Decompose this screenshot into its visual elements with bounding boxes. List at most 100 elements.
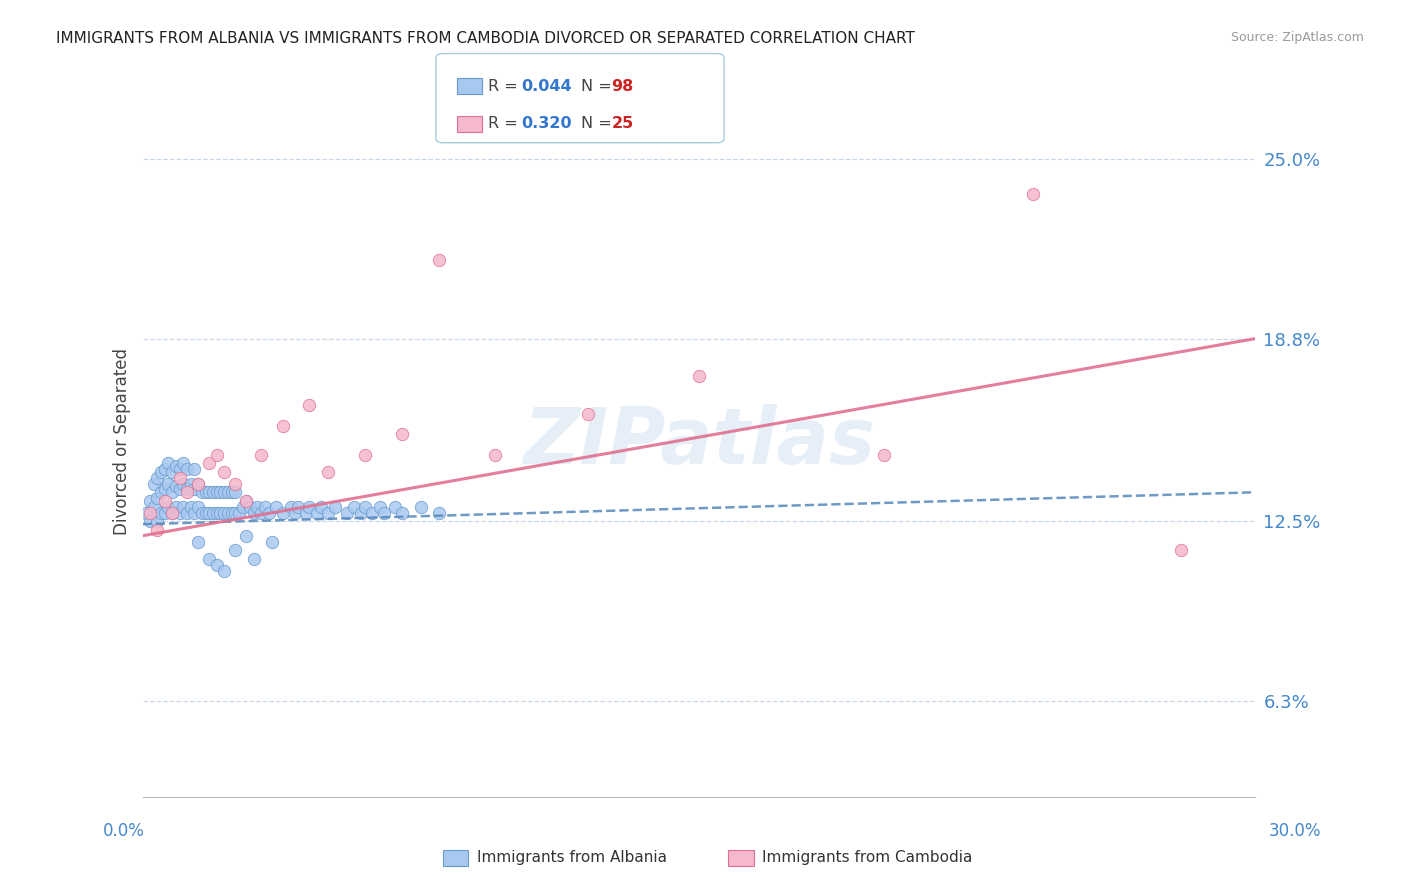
Point bbox=[183, 462, 205, 476]
Text: IMMIGRANTS FROM ALBANIA VS IMMIGRANTS FROM CAMBODIA DIVORCED OR SEPARATED CORREL: IMMIGRANTS FROM ALBANIA VS IMMIGRANTS FR… bbox=[56, 31, 915, 46]
Point bbox=[165, 479, 187, 493]
Point bbox=[228, 506, 250, 520]
Point bbox=[176, 483, 198, 497]
Point bbox=[146, 523, 169, 537]
Point bbox=[187, 534, 209, 549]
Point bbox=[484, 448, 506, 462]
Point bbox=[165, 500, 187, 514]
Point bbox=[198, 506, 221, 520]
Point bbox=[150, 506, 173, 520]
Point bbox=[153, 483, 176, 497]
Point bbox=[157, 456, 180, 470]
Point bbox=[873, 448, 896, 462]
Point bbox=[172, 456, 194, 470]
Point bbox=[217, 506, 239, 520]
Point bbox=[391, 506, 413, 520]
Point bbox=[273, 418, 295, 433]
Point bbox=[325, 500, 347, 514]
Point bbox=[135, 506, 157, 520]
Point bbox=[176, 462, 198, 476]
Point bbox=[1021, 186, 1043, 201]
Point bbox=[257, 506, 280, 520]
Point bbox=[172, 476, 194, 491]
Point bbox=[153, 494, 176, 508]
Point bbox=[212, 564, 235, 578]
Point bbox=[183, 483, 205, 497]
Point bbox=[235, 494, 257, 508]
Point bbox=[153, 462, 176, 476]
Text: Source: ZipAtlas.com: Source: ZipAtlas.com bbox=[1230, 31, 1364, 45]
Point bbox=[262, 534, 284, 549]
Y-axis label: Divorced or Separated: Divorced or Separated bbox=[114, 348, 131, 535]
Point bbox=[221, 485, 243, 500]
Point bbox=[180, 476, 202, 491]
Point bbox=[287, 500, 309, 514]
Point bbox=[409, 500, 432, 514]
Point bbox=[373, 506, 395, 520]
Point bbox=[284, 506, 307, 520]
Point bbox=[169, 471, 191, 485]
Point bbox=[217, 485, 239, 500]
Text: 30.0%: 30.0% bbox=[1270, 822, 1322, 840]
Point bbox=[246, 500, 269, 514]
Point bbox=[191, 485, 214, 500]
Point bbox=[221, 506, 243, 520]
Point bbox=[205, 506, 228, 520]
Point bbox=[232, 500, 254, 514]
Point bbox=[180, 500, 202, 514]
Point bbox=[157, 476, 180, 491]
Point bbox=[298, 500, 321, 514]
Point bbox=[165, 459, 187, 474]
Point bbox=[212, 485, 235, 500]
Point bbox=[335, 506, 357, 520]
Point bbox=[198, 456, 221, 470]
Point bbox=[146, 471, 169, 485]
Point bbox=[142, 500, 165, 514]
Point bbox=[183, 506, 205, 520]
Point bbox=[224, 485, 246, 500]
Text: 0.0%: 0.0% bbox=[103, 822, 145, 840]
Point bbox=[243, 506, 266, 520]
Point bbox=[1170, 543, 1192, 558]
Point bbox=[391, 427, 413, 442]
Point bbox=[354, 448, 377, 462]
Text: 0.044: 0.044 bbox=[522, 78, 572, 94]
Point bbox=[150, 465, 173, 479]
Point bbox=[160, 506, 183, 520]
Point bbox=[239, 500, 262, 514]
Point bbox=[212, 506, 235, 520]
Point bbox=[150, 485, 173, 500]
Point bbox=[316, 465, 339, 479]
Point bbox=[201, 485, 224, 500]
Point bbox=[250, 506, 273, 520]
Text: N =: N = bbox=[581, 116, 617, 131]
Point bbox=[205, 448, 228, 462]
Point bbox=[169, 483, 191, 497]
Point bbox=[209, 506, 232, 520]
Text: N =: N = bbox=[581, 78, 617, 94]
Point bbox=[194, 485, 217, 500]
Point bbox=[157, 500, 180, 514]
Point bbox=[294, 506, 316, 520]
Text: 98: 98 bbox=[612, 78, 634, 94]
Point bbox=[153, 506, 176, 520]
Point bbox=[309, 500, 332, 514]
Point bbox=[224, 506, 246, 520]
Text: R =: R = bbox=[488, 116, 523, 131]
Point bbox=[688, 369, 710, 384]
Point bbox=[139, 494, 162, 508]
Point bbox=[176, 506, 198, 520]
Point bbox=[298, 398, 321, 412]
Point bbox=[264, 500, 287, 514]
Point bbox=[205, 558, 228, 572]
Point bbox=[243, 552, 266, 566]
Text: R =: R = bbox=[488, 78, 523, 94]
Point bbox=[305, 506, 328, 520]
Point bbox=[384, 500, 406, 514]
Text: 25: 25 bbox=[612, 116, 634, 131]
Text: ZIPatlas: ZIPatlas bbox=[523, 403, 875, 480]
Point bbox=[191, 506, 214, 520]
Point bbox=[212, 465, 235, 479]
Text: 0.320: 0.320 bbox=[522, 116, 572, 131]
Point bbox=[187, 500, 209, 514]
